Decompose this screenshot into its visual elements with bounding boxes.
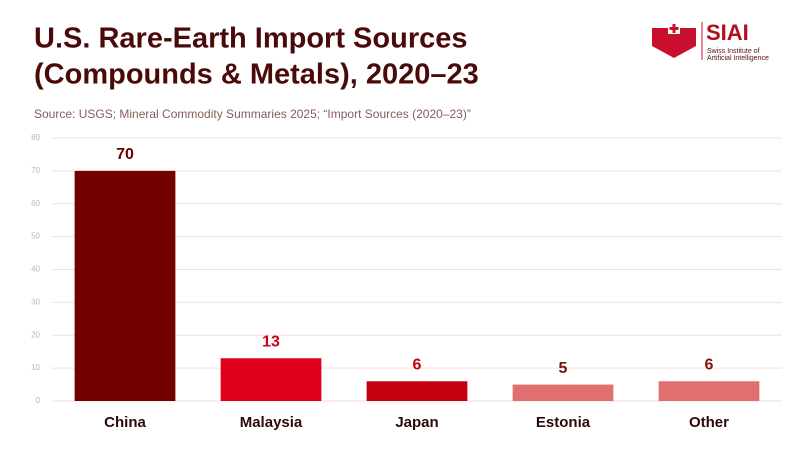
y-tick-label: 60 [31,199,40,208]
logo-subtitle: Artificial Intelligence [707,55,769,62]
logo: SIAI Swiss Institute of Artificial Intel… [652,20,769,62]
x-tick-label: Malaysia [240,414,303,431]
bar [512,384,614,401]
logo-subtitle: Swiss Institute of [707,48,760,55]
y-tick-label: 10 [31,363,40,372]
value-label: 5 [559,360,568,377]
y-tick-label: 80 [31,133,40,142]
value-label: 70 [116,146,134,163]
y-tick-label: 30 [31,297,40,306]
chart-title: (Compounds & Metals), 2020–23 [34,59,479,91]
x-tick-label: China [104,414,146,431]
chart-subtitle: Source: USGS; Mineral Commodity Summarie… [34,107,471,121]
x-tick-label: Japan [395,414,438,431]
bar [74,170,176,401]
y-tick-label: 40 [31,265,40,274]
logo-cross [669,24,679,33]
x-tick-label: Estonia [536,414,591,431]
logo-name: SIAI [706,20,749,45]
bar [658,381,760,401]
y-tick-label: 70 [31,166,40,175]
x-tick-label: Other [689,414,729,431]
value-label: 6 [705,356,714,373]
value-label: 6 [413,356,422,373]
y-tick-label: 50 [31,232,40,241]
logo-badge [652,28,696,58]
value-label: 13 [262,333,280,350]
y-tick-label: 0 [36,396,41,405]
y-tick-label: 20 [31,330,40,339]
chart-title: U.S. Rare-Earth Import Sources [34,23,468,55]
bar [220,358,322,401]
bar [366,381,468,401]
